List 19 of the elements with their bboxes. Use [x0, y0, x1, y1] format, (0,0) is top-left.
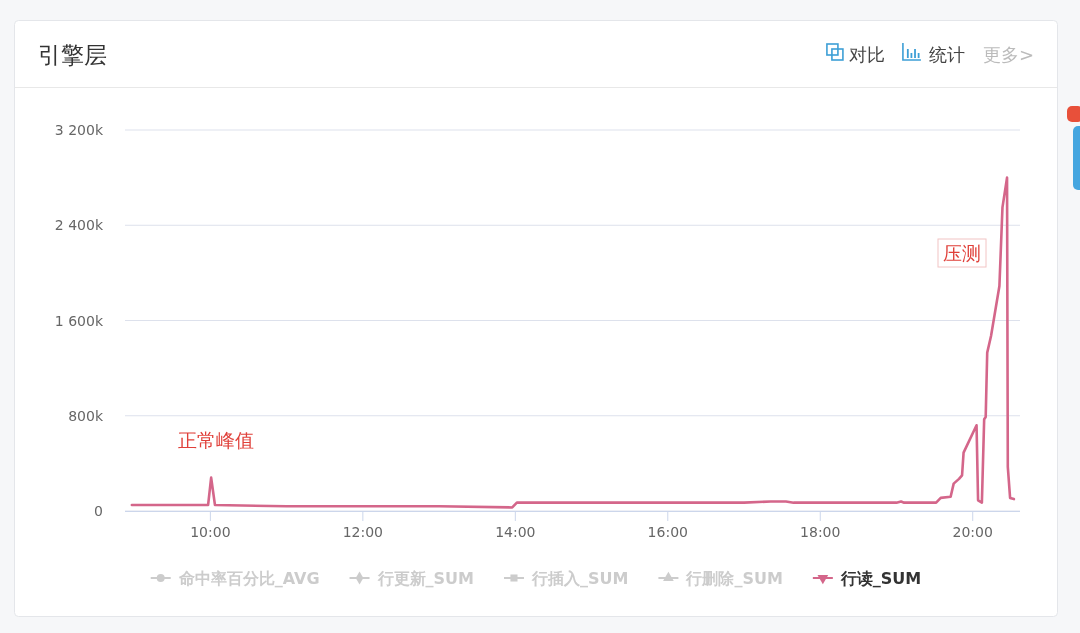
x-tick-label: 14:00 [495, 524, 536, 540]
chart-title: 引擎层 [38, 42, 107, 68]
y-tick-label: 800k [68, 407, 104, 424]
line-series [130, 176, 1016, 509]
y-tick-label: 1 600k [54, 312, 104, 329]
text: 统计 [928, 44, 965, 65]
legend-label: 行读_SUM [839, 568, 922, 588]
annotation: 压测 [943, 242, 981, 264]
y-tick-label: 2 400k [54, 217, 104, 234]
x-tick-label: 12:00 [342, 524, 384, 540]
text: 对比 [848, 44, 885, 65]
x-tick-label: 10:00 [190, 524, 231, 540]
x-tick-label: 20:00 [952, 524, 993, 540]
y-tick-label: 3 200k [54, 122, 104, 138]
x-tick-label: 18:00 [800, 524, 841, 540]
x-tick-label: 16:00 [647, 524, 688, 540]
annotation: 正常峰值 [178, 429, 254, 451]
text: 更多> [982, 44, 1035, 65]
y-tick-label: 0 [94, 503, 103, 519]
